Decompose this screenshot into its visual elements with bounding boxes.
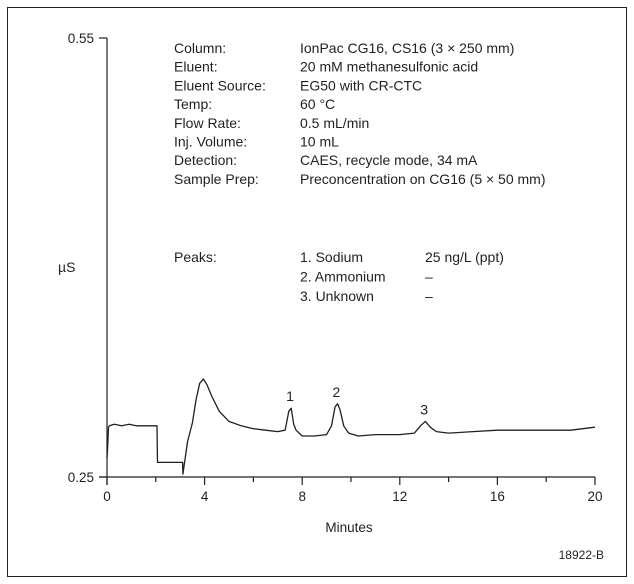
y-tick-label: 0.55 xyxy=(68,31,94,46)
x-tick-label: 12 xyxy=(392,489,407,504)
peak-label: 3 xyxy=(420,401,428,417)
peak-labels: 1 2 3 xyxy=(286,384,428,418)
y-axis-label: µS xyxy=(58,259,75,275)
condition-label: Eluent Source: xyxy=(174,77,266,93)
peak-name: 1. Sodium xyxy=(300,249,363,265)
x-tick-label: 16 xyxy=(490,489,505,504)
peaks-label: Peaks: xyxy=(174,249,217,265)
peak-amount: – xyxy=(425,269,433,285)
condition-value: 10 mL xyxy=(300,134,339,150)
condition-value: IonPac CG16, CS16 (3 × 250 mm) xyxy=(300,40,514,56)
y-tick-label: 0.25 xyxy=(68,470,94,485)
peak-name: 2. Ammonium xyxy=(300,269,386,285)
peak-amount: – xyxy=(425,288,433,304)
condition-label: Temp: xyxy=(174,96,212,112)
condition-value: 0.5 mL/min xyxy=(300,115,369,131)
condition-value: 60 °C xyxy=(300,96,335,112)
series-line xyxy=(106,378,596,475)
x-tick-label: 4 xyxy=(201,489,209,504)
x-axis-label: Minutes xyxy=(325,520,373,535)
condition-value: CAES, recycle mode, 34 mA xyxy=(300,152,478,168)
condition-value: EG50 with CR-CTC xyxy=(300,77,422,93)
x-tick-label: 8 xyxy=(298,489,306,504)
condition-label: Column: xyxy=(174,40,226,56)
y-axis-ticks: 0.55 0.25 xyxy=(68,31,107,485)
peaks-table: Peaks: 1. Sodium 25 ng/L (ppt) 2. Ammonium… xyxy=(174,249,504,304)
peak-amount: 25 ng/L (ppt) xyxy=(425,249,504,265)
condition-value: Preconcentration on CG16 (5 × 50 mm) xyxy=(300,171,546,187)
figure-frame xyxy=(7,7,627,577)
x-tick-label: 20 xyxy=(587,489,602,504)
peak-name: 3. Unknown xyxy=(300,288,374,304)
x-tick-label: 0 xyxy=(103,489,111,504)
condition-label: Sample Prep: xyxy=(174,171,259,187)
condition-label: Flow Rate: xyxy=(174,115,241,131)
condition-label: Eluent: xyxy=(174,59,218,75)
condition-label: Detection: xyxy=(174,152,237,168)
conditions-table: Column: IonPac CG16, CS16 (3 × 250 mm) Elu… xyxy=(174,40,546,187)
condition-label: Inj. Volume: xyxy=(174,134,247,150)
figure-id: 18922-B xyxy=(559,548,604,562)
x-axis-ticks: 0 4 8 12 16 20 xyxy=(103,477,603,504)
condition-value: 20 mM methanesulfonic acid xyxy=(300,59,478,75)
peak-label: 1 xyxy=(286,388,294,404)
peak-label: 2 xyxy=(332,384,340,400)
